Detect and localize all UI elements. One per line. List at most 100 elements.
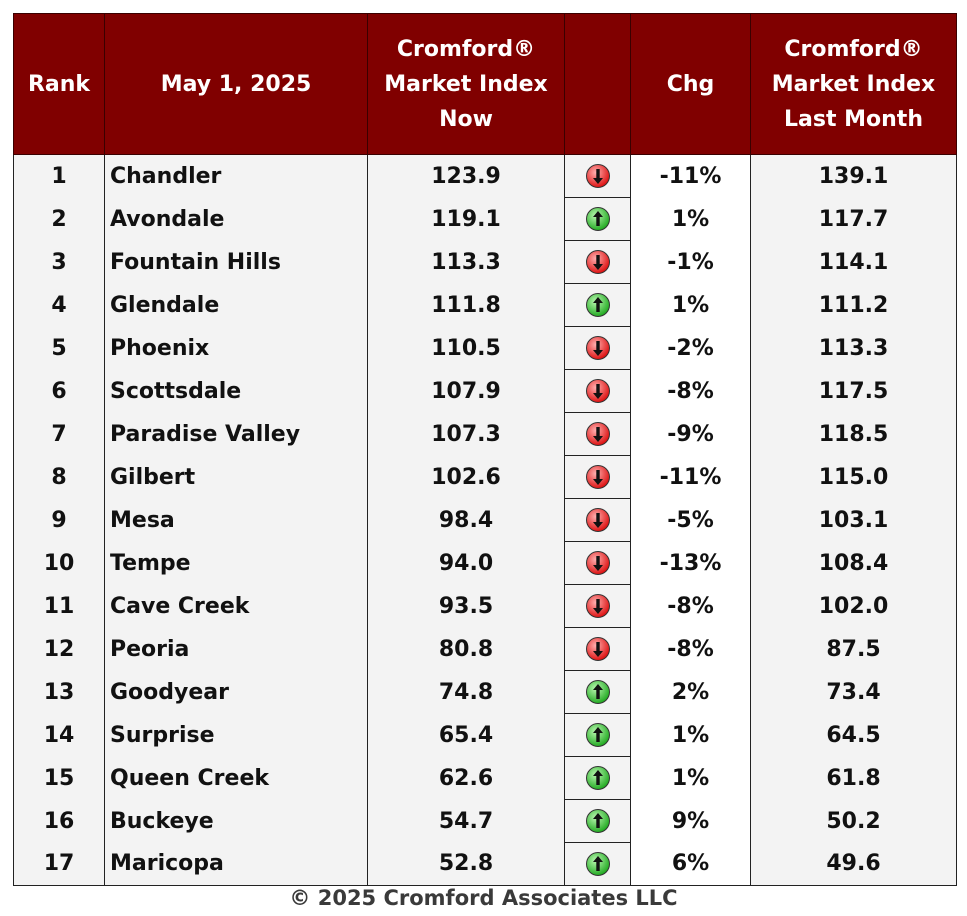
arrow-cell — [564, 154, 631, 198]
arrow-cell — [564, 412, 631, 456]
index-last-month-cell: 73.4 — [750, 670, 957, 714]
table-row: 8 Gilbert 102.6 -11% 115.0 — [13, 455, 957, 499]
arrow-cell — [564, 283, 631, 327]
index-now-cell: 74.8 — [367, 670, 565, 714]
index-last-month-cell: 113.3 — [750, 326, 957, 370]
index-now-cell: 62.6 — [367, 756, 565, 800]
table-row: 14 Surprise 65.4 1% 64.5 — [13, 713, 957, 757]
arrow-cell — [564, 584, 631, 628]
header-index-now: Cromford® Market Index Now — [367, 13, 565, 155]
arrow-cell — [564, 627, 631, 671]
arrow-cell — [564, 541, 631, 585]
city-cell: Gilbert — [104, 455, 368, 499]
index-now-cell: 54.7 — [367, 799, 565, 843]
index-now-cell: 93.5 — [367, 584, 565, 628]
red-down-arrow-icon — [585, 164, 610, 188]
header-date: May 1, 2025 — [104, 13, 368, 155]
table-row: 5 Phoenix 110.5 -2% 113.3 — [13, 326, 957, 370]
index-last-month-cell: 87.5 — [750, 627, 957, 671]
header-chg: Chg — [630, 13, 751, 155]
index-now-cell: 123.9 — [367, 154, 565, 198]
rank-cell: 7 — [13, 412, 105, 456]
city-cell: Mesa — [104, 498, 368, 542]
index-last-month-cell: 102.0 — [750, 584, 957, 628]
arrow-cell — [564, 670, 631, 714]
table-row: 10 Tempe 94.0 -13% 108.4 — [13, 541, 957, 585]
city-cell: Avondale — [104, 197, 368, 241]
arrow-cell — [564, 842, 631, 886]
arrow-cell — [564, 197, 631, 241]
red-down-arrow-icon — [585, 551, 610, 575]
city-cell: Fountain Hills — [104, 240, 368, 284]
market-index-table: Rank May 1, 2025 Cromford® Market Index … — [13, 13, 957, 886]
index-last-month-cell: 117.5 — [750, 369, 957, 413]
market-index-table-container: Rank May 1, 2025 Cromford® Market Index … — [13, 13, 957, 886]
city-cell: Maricopa — [104, 842, 368, 886]
city-cell: Peoria — [104, 627, 368, 671]
index-last-month-cell: 114.1 — [750, 240, 957, 284]
index-now-cell: 113.3 — [367, 240, 565, 284]
chg-cell: 1% — [630, 713, 751, 757]
table-row: 3 Fountain Hills 113.3 -1% 114.1 — [13, 240, 957, 284]
table-row: 4 Glendale 111.8 1% 111.2 — [13, 283, 957, 327]
green-up-arrow-icon — [585, 723, 610, 747]
chg-cell: -5% — [630, 498, 751, 542]
index-last-month-cell: 49.6 — [750, 842, 957, 886]
city-cell: Buckeye — [104, 799, 368, 843]
city-cell: Glendale — [104, 283, 368, 327]
table-row: 9 Mesa 98.4 -5% 103.1 — [13, 498, 957, 542]
rank-cell: 4 — [13, 283, 105, 327]
rank-cell: 17 — [13, 842, 105, 886]
green-up-arrow-icon — [585, 809, 610, 833]
arrow-cell — [564, 713, 631, 757]
arrow-cell — [564, 756, 631, 800]
rank-cell: 12 — [13, 627, 105, 671]
table-row: 2 Avondale 119.1 1% 117.7 — [13, 197, 957, 241]
table-row: 13 Goodyear 74.8 2% 73.4 — [13, 670, 957, 714]
index-now-cell: 111.8 — [367, 283, 565, 327]
table-row: 17 Maricopa 52.8 6% 49.6 — [13, 842, 957, 886]
rank-cell: 11 — [13, 584, 105, 628]
red-down-arrow-icon — [585, 422, 610, 446]
chg-cell: -13% — [630, 541, 751, 585]
header-arrow — [564, 13, 631, 155]
city-cell: Paradise Valley — [104, 412, 368, 456]
index-now-cell: 107.3 — [367, 412, 565, 456]
green-up-arrow-icon — [585, 766, 610, 790]
index-last-month-cell: 50.2 — [750, 799, 957, 843]
rank-cell: 10 — [13, 541, 105, 585]
green-up-arrow-icon — [585, 207, 610, 231]
green-up-arrow-icon — [585, 852, 610, 876]
rank-cell: 8 — [13, 455, 105, 499]
red-down-arrow-icon — [585, 637, 610, 661]
chg-cell: -2% — [630, 326, 751, 370]
index-last-month-cell: 115.0 — [750, 455, 957, 499]
city-cell: Tempe — [104, 541, 368, 585]
chg-cell: 1% — [630, 197, 751, 241]
index-last-month-cell: 139.1 — [750, 154, 957, 198]
index-last-month-cell: 61.8 — [750, 756, 957, 800]
rank-cell: 3 — [13, 240, 105, 284]
chg-cell: 6% — [630, 842, 751, 886]
table-row: 1 Chandler 123.9 -11% 139.1 — [13, 154, 957, 198]
copyright-footer: © 2025 Cromford Associates LLC — [289, 886, 678, 910]
chg-cell: -8% — [630, 369, 751, 413]
arrow-cell — [564, 369, 631, 413]
arrow-cell — [564, 326, 631, 370]
header-row: Rank May 1, 2025 Cromford® Market Index … — [13, 13, 957, 155]
chg-cell: -9% — [630, 412, 751, 456]
green-up-arrow-icon — [585, 293, 610, 317]
index-now-cell: 65.4 — [367, 713, 565, 757]
city-cell: Queen Creek — [104, 756, 368, 800]
red-down-arrow-icon — [585, 336, 610, 360]
arrow-cell — [564, 240, 631, 284]
index-last-month-cell: 118.5 — [750, 412, 957, 456]
index-last-month-cell: 103.1 — [750, 498, 957, 542]
rank-cell: 14 — [13, 713, 105, 757]
index-last-month-cell: 64.5 — [750, 713, 957, 757]
red-down-arrow-icon — [585, 508, 610, 532]
rank-cell: 13 — [13, 670, 105, 714]
city-cell: Scottsdale — [104, 369, 368, 413]
red-down-arrow-icon — [585, 250, 610, 274]
chg-cell: -8% — [630, 627, 751, 671]
